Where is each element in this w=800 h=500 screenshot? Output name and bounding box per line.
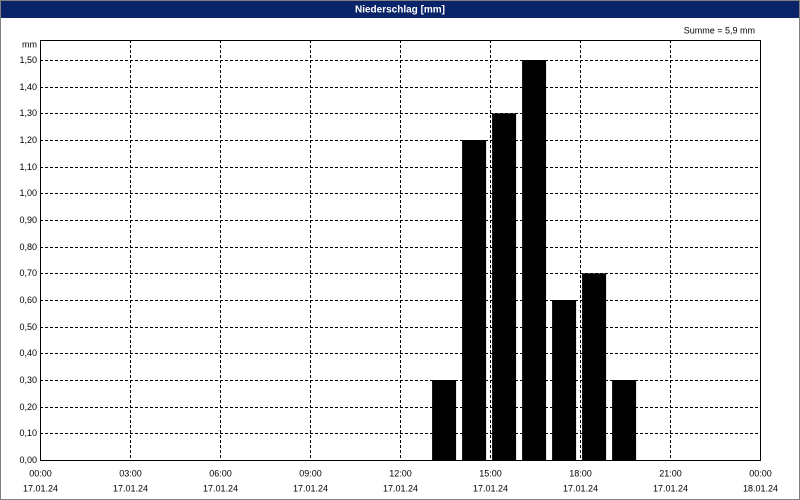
annotation: Summe = 5,9 mm <box>684 25 755 35</box>
y-tick-label: 0,30 <box>19 375 37 385</box>
y-tick-label: 0,50 <box>19 322 37 332</box>
bar <box>432 380 457 460</box>
y-tick-label: 0,10 <box>19 428 37 438</box>
bar <box>492 113 517 460</box>
x-tick-sublabel: 18.01.24 <box>743 483 778 493</box>
y-tick-label: 0,40 <box>19 348 37 358</box>
x-tick-label: 03:00 <box>119 468 142 478</box>
y-tick-label: 1,20 <box>19 135 37 145</box>
bar <box>522 60 547 460</box>
x-tick-label: 21:00 <box>659 468 682 478</box>
x-tick-label: 00:00 <box>749 468 772 478</box>
y-tick-label: 1,30 <box>19 108 37 118</box>
title-bar <box>1 1 799 18</box>
y-tick-label: 0,60 <box>19 295 37 305</box>
y-tick-label: 0,70 <box>19 268 37 278</box>
x-tick-sublabel: 17.01.24 <box>293 483 328 493</box>
y-tick-label: 1,00 <box>19 188 37 198</box>
x-tick-label: 18:00 <box>569 468 592 478</box>
x-tick-label: 06:00 <box>209 468 232 478</box>
x-tick-label: 00:00 <box>29 468 52 478</box>
y-unit: mm <box>22 39 37 49</box>
y-tick-label: 0,00 <box>19 455 37 465</box>
x-tick-sublabel: 17.01.24 <box>473 483 508 493</box>
x-tick-sublabel: 17.01.24 <box>113 483 148 493</box>
x-tick-sublabel: 17.01.24 <box>203 483 238 493</box>
bar <box>582 273 607 460</box>
x-tick-sublabel: 17.01.24 <box>563 483 598 493</box>
y-tick-label: 1,50 <box>19 55 37 65</box>
y-tick-label: 0,80 <box>19 242 37 252</box>
x-tick-sublabel: 17.01.24 <box>383 483 418 493</box>
y-tick-label: 0,20 <box>19 402 37 412</box>
bar <box>462 140 487 460</box>
y-tick-label: 1,40 <box>19 82 37 92</box>
x-tick-label: 15:00 <box>479 468 502 478</box>
chart-title: Niederschlag [mm] <box>355 5 445 16</box>
bar <box>612 380 637 460</box>
x-tick-label: 12:00 <box>389 468 412 478</box>
x-tick-sublabel: 17.01.24 <box>653 483 688 493</box>
x-tick-label: 09:00 <box>299 468 322 478</box>
plot-frame <box>40 40 761 461</box>
y-tick-label: 1,10 <box>19 162 37 172</box>
y-tick-label: 0,90 <box>19 215 37 225</box>
bar <box>552 300 577 460</box>
x-tick-sublabel: 17.01.24 <box>23 483 58 493</box>
